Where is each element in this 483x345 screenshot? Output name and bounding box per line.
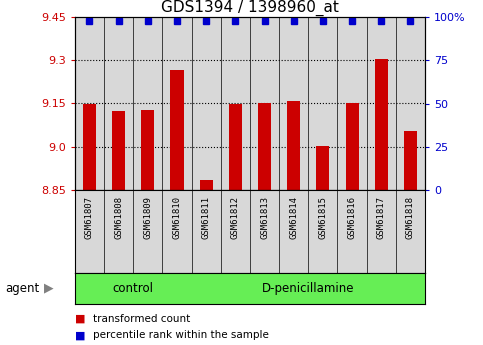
- Text: GSM61814: GSM61814: [289, 196, 298, 239]
- Text: GSM61813: GSM61813: [260, 196, 269, 239]
- Text: GSM61815: GSM61815: [318, 196, 327, 239]
- Text: GSM61809: GSM61809: [143, 196, 152, 239]
- Bar: [192, 273, 425, 304]
- Bar: [141, 110, 155, 190]
- Text: control: control: [113, 282, 154, 295]
- Bar: [170, 70, 184, 190]
- Text: GSM61808: GSM61808: [114, 196, 123, 239]
- Text: GSM61812: GSM61812: [231, 196, 240, 239]
- Bar: [199, 180, 213, 190]
- Bar: [104, 17, 133, 190]
- Text: GSM61816: GSM61816: [348, 196, 356, 239]
- Bar: [287, 101, 300, 190]
- Bar: [345, 104, 359, 190]
- Text: ▶: ▶: [43, 282, 53, 295]
- Text: GSM61811: GSM61811: [202, 196, 211, 239]
- Bar: [258, 103, 271, 190]
- Bar: [162, 17, 192, 190]
- Bar: [133, 17, 162, 190]
- Text: GSM61807: GSM61807: [85, 196, 94, 239]
- Text: agent: agent: [5, 282, 39, 295]
- Bar: [192, 17, 221, 190]
- Bar: [250, 17, 279, 190]
- Text: ■: ■: [75, 314, 85, 324]
- Bar: [75, 17, 104, 190]
- Bar: [396, 17, 425, 190]
- Bar: [338, 17, 367, 190]
- Bar: [221, 17, 250, 190]
- Bar: [112, 111, 125, 190]
- Bar: [367, 17, 396, 190]
- Bar: [229, 104, 242, 190]
- Bar: [316, 146, 329, 190]
- Text: GSM61817: GSM61817: [377, 196, 386, 239]
- Text: GSM61810: GSM61810: [172, 196, 182, 239]
- Bar: [308, 17, 338, 190]
- Text: GSM61818: GSM61818: [406, 196, 415, 239]
- Bar: [83, 104, 96, 190]
- Bar: [404, 131, 417, 190]
- Title: GDS1394 / 1398960_at: GDS1394 / 1398960_at: [161, 0, 339, 16]
- Bar: [75, 273, 192, 304]
- Text: transformed count: transformed count: [93, 314, 190, 324]
- Bar: [375, 59, 388, 190]
- Text: ■: ■: [75, 331, 85, 340]
- Text: percentile rank within the sample: percentile rank within the sample: [93, 331, 269, 340]
- Text: D-penicillamine: D-penicillamine: [262, 282, 355, 295]
- Bar: [279, 17, 308, 190]
